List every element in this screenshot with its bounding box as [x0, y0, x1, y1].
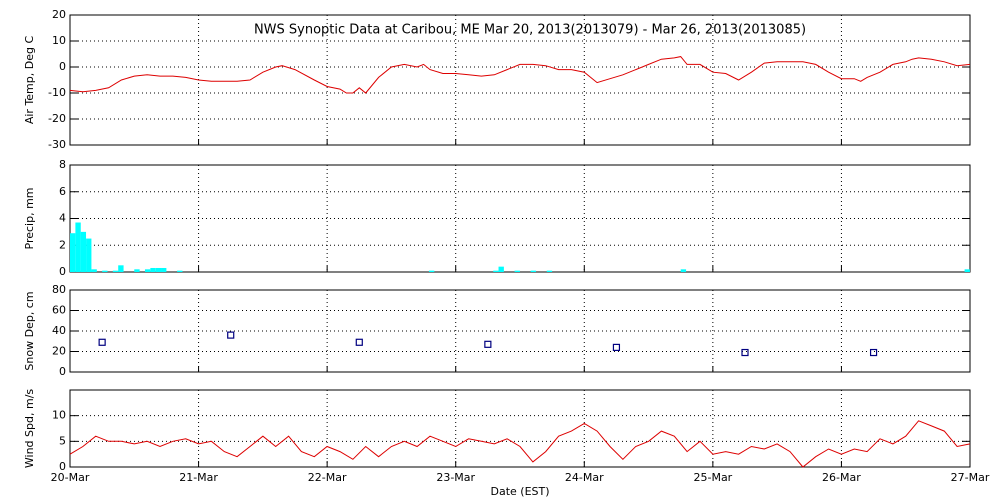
y-axis-label: Snow Dep, cm [23, 291, 36, 370]
x-tick-label: 24-Mar [565, 471, 604, 484]
y-tick-label: 4 [59, 212, 66, 225]
y-tick-label: 8 [59, 158, 66, 171]
bar [75, 222, 81, 272]
y-tick-label: 20 [52, 8, 66, 21]
bar [493, 270, 499, 272]
x-tick-label: 27-Mar [951, 471, 990, 484]
y-tick-label: 5 [59, 434, 66, 447]
y-axis-label: Air Temp, Deg C [23, 36, 36, 125]
x-tick-label: 21-Mar [179, 471, 218, 484]
bar [80, 231, 87, 272]
y-tick-label: 10 [52, 409, 66, 422]
y-axis-label: Wind Spd, m/s [23, 389, 36, 469]
data-line [69, 420, 971, 468]
bar [112, 270, 119, 272]
y-tick-label: 0 [59, 365, 66, 378]
x-tick-label: 26-Mar [822, 471, 861, 484]
y-tick-label: 20 [52, 345, 66, 358]
bar [155, 267, 162, 272]
y-tick-label: 2 [59, 238, 66, 251]
y-tick-label: 0 [59, 265, 66, 278]
bar [177, 270, 183, 272]
y-tick-label: 6 [59, 185, 66, 198]
y-tick-label: 0 [59, 460, 66, 473]
y-tick-label: -20 [48, 112, 66, 125]
x-tick-label: 23-Mar [436, 471, 475, 484]
bar [514, 270, 520, 272]
y-tick-label: -10 [48, 86, 66, 99]
plot-frame [69, 289, 971, 373]
bar [102, 270, 108, 272]
bar [546, 270, 553, 272]
bar [150, 267, 156, 272]
chart-title: NWS Synoptic Data at Caribou, ME Mar 20,… [254, 23, 806, 38]
point [869, 348, 878, 357]
plot-frame [69, 164, 971, 273]
y-tick-label: -30 [48, 138, 66, 151]
point [741, 348, 749, 357]
bar [498, 266, 504, 272]
bar [118, 265, 124, 272]
bar [428, 270, 435, 272]
bar [70, 233, 76, 272]
bar [964, 269, 970, 272]
x-axis-label: Date (EST) [490, 485, 549, 498]
y-tick-label: 80 [52, 283, 66, 296]
plot-frame [69, 389, 971, 468]
point [484, 340, 492, 348]
plot-frame [69, 14, 971, 146]
y-tick-label: 40 [52, 324, 66, 337]
y-tick-label: 60 [52, 304, 66, 317]
bar [91, 269, 97, 272]
bar [86, 238, 92, 272]
y-tick-label: 0 [59, 60, 66, 73]
y-axis-label: Precip, mm [23, 188, 36, 250]
y-tick-label: 10 [52, 34, 66, 47]
point [355, 338, 363, 346]
bar [680, 269, 687, 272]
bar [144, 269, 151, 272]
point [227, 331, 235, 339]
bar [530, 270, 537, 272]
x-tick-label: 22-Mar [308, 471, 347, 484]
data-line [69, 56, 971, 94]
x-tick-label: 25-Mar [693, 471, 732, 484]
x-tick-label: 20-Mar [51, 471, 90, 484]
point [98, 338, 106, 346]
bar [161, 267, 167, 272]
bar [134, 269, 140, 272]
point [612, 343, 621, 351]
